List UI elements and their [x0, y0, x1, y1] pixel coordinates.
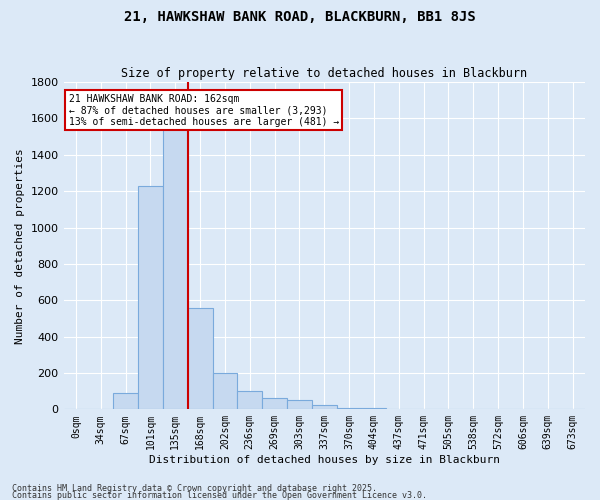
- Bar: [188, 308, 212, 410]
- Text: 21 HAWKSHAW BANK ROAD: 162sqm
← 87% of detached houses are smaller (3,293)
13% o: 21 HAWKSHAW BANK ROAD: 162sqm ← 87% of d…: [69, 94, 339, 126]
- Bar: [287, 400, 312, 409]
- Bar: [312, 405, 337, 409]
- Title: Size of property relative to detached houses in Blackburn: Size of property relative to detached ho…: [121, 66, 527, 80]
- Bar: [212, 373, 238, 410]
- Bar: [337, 408, 362, 410]
- Bar: [113, 393, 138, 409]
- Text: Contains HM Land Registry data © Crown copyright and database right 2025.: Contains HM Land Registry data © Crown c…: [12, 484, 377, 493]
- Text: 21, HAWKSHAW BANK ROAD, BLACKBURN, BB1 8JS: 21, HAWKSHAW BANK ROAD, BLACKBURN, BB1 8…: [124, 10, 476, 24]
- Bar: [138, 186, 163, 410]
- Bar: [262, 398, 287, 409]
- Y-axis label: Number of detached properties: Number of detached properties: [15, 148, 25, 344]
- Bar: [238, 391, 262, 409]
- Text: Contains public sector information licensed under the Open Government Licence v3: Contains public sector information licen…: [12, 490, 427, 500]
- X-axis label: Distribution of detached houses by size in Blackburn: Distribution of detached houses by size …: [149, 455, 500, 465]
- Bar: [362, 408, 386, 410]
- Bar: [163, 108, 188, 410]
